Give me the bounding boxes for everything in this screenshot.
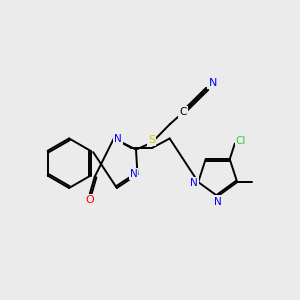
Text: N: N: [190, 178, 197, 188]
Text: O: O: [85, 195, 94, 205]
Text: N: N: [214, 196, 222, 206]
Text: N: N: [114, 134, 122, 144]
Text: S: S: [148, 135, 155, 145]
Text: C: C: [179, 107, 187, 117]
Text: N: N: [130, 169, 137, 178]
Text: Cl: Cl: [236, 136, 246, 146]
Text: N: N: [208, 78, 217, 88]
